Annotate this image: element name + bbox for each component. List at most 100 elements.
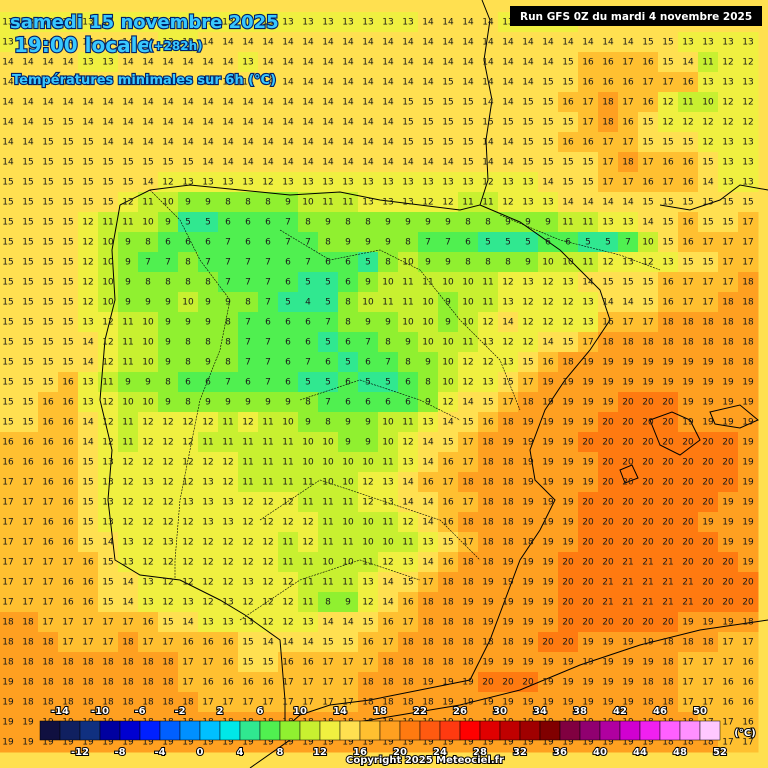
temperature-value: 16 [42, 478, 54, 488]
temperature-cell [418, 352, 439, 373]
temperature-cell [618, 272, 639, 293]
temperature-cell [198, 132, 219, 153]
temperature-value: 8 [465, 258, 471, 268]
temperature-cell [138, 92, 159, 113]
temperature-value: 12 [162, 458, 173, 468]
temperature-value: 15 [62, 338, 73, 348]
temperature-value: 13 [742, 178, 753, 188]
temperature-value: 17 [2, 518, 13, 528]
temperature-cell [78, 72, 99, 93]
temperature-value: 14 [302, 58, 314, 68]
temperature-value: 17 [62, 618, 73, 628]
temperature-cell [218, 92, 239, 113]
temperature-value: 15 [22, 358, 33, 368]
temperature-value: 14 [242, 138, 254, 148]
legend-tick-label: 34 [533, 706, 547, 717]
temperature-cell [238, 312, 259, 333]
temperature-cell [618, 172, 639, 193]
temperature-value: 16 [742, 678, 754, 688]
temperature-cell [578, 132, 599, 153]
temperature-value: 14 [482, 138, 494, 148]
temperature-value: 14 [162, 58, 174, 68]
temperature-value: 11 [302, 558, 313, 568]
temperature-cell [678, 172, 699, 193]
temperature-value: 10 [362, 538, 374, 548]
temperature-value: 21 [682, 578, 693, 588]
temperature-value: 19 [562, 378, 574, 388]
temperature-cell [398, 272, 419, 293]
temperature-value: 18 [662, 338, 674, 348]
temperature-cell [258, 132, 279, 153]
temperature-value: 19 [542, 498, 554, 508]
temperature-cell [298, 12, 319, 33]
temperature-value: 18 [742, 618, 754, 628]
temperature-cell [678, 272, 699, 293]
temperature-value: 8 [405, 238, 411, 248]
temperature-value: 15 [542, 138, 553, 148]
temperature-value: 13 [322, 178, 333, 188]
temperature-cell [218, 12, 239, 33]
temperature-value: 14 [562, 38, 574, 48]
temperature-value: 7 [245, 358, 251, 368]
temperature-value: 12 [502, 338, 513, 348]
temperature-field [0, 12, 759, 753]
temperature-value: 15 [62, 258, 73, 268]
temperature-cell [378, 212, 399, 233]
temperature-value: 14 [242, 98, 254, 108]
temperature-value: 17 [722, 658, 733, 668]
legend-tick-label: -4 [154, 747, 165, 758]
temperature-cell [58, 52, 79, 73]
temperature-cell [458, 52, 479, 73]
temperature-value: 19 [502, 558, 514, 568]
temperature-cell [358, 332, 379, 353]
temperature-value: 8 [265, 198, 271, 208]
temperature-value: 17 [22, 558, 33, 568]
temperature-value: 17 [2, 498, 13, 508]
temperature-value: 4 [305, 298, 311, 308]
temperature-cell [278, 92, 299, 113]
temperature-value: 20 [502, 678, 514, 688]
temperature-cell [178, 12, 199, 33]
temperature-value: 14 [262, 138, 274, 148]
temperature-cell [118, 152, 139, 173]
temperature-cell [78, 292, 99, 313]
temperature-cell [278, 172, 299, 193]
temperature-cell [198, 112, 219, 133]
temperature-cell [178, 52, 199, 73]
temperature-value: 13 [282, 178, 293, 188]
temperature-cell [318, 332, 339, 353]
temperature-cell [518, 72, 539, 93]
temperature-cell [518, 232, 539, 253]
temperature-value: 12 [142, 498, 153, 508]
temperature-cell [318, 192, 339, 213]
temperature-value: 9 [125, 378, 131, 388]
temperature-cell [638, 272, 659, 293]
temperature-value: 13 [482, 378, 493, 388]
temperature-value: 12 [202, 538, 213, 548]
temperature-value: 12 [242, 518, 253, 528]
temperature-cell [138, 252, 159, 273]
temperature-value: 18 [422, 638, 434, 648]
temperature-value: 12 [302, 518, 313, 528]
legend-tick-label: 22 [413, 706, 427, 717]
temperature-cell [198, 272, 219, 293]
temperature-value: 17 [22, 598, 33, 608]
temperature-value: 19 [582, 378, 594, 388]
temperature-value: 14 [362, 118, 374, 128]
temperature-value: 10 [562, 258, 574, 268]
temperature-value: 15 [662, 218, 673, 228]
temperature-value: 10 [302, 438, 314, 448]
temperature-value: 19 [542, 438, 554, 448]
temperature-value: 11 [382, 298, 393, 308]
temperature-value: 12 [262, 518, 273, 528]
temperature-value: 16 [362, 638, 374, 648]
temperature-cell [518, 112, 539, 133]
temperature-cell [498, 232, 519, 253]
temperature-value: 12 [82, 258, 93, 268]
legend-swatch [179, 720, 201, 741]
temperature-value: 14 [142, 138, 154, 148]
temperature-cell [678, 192, 699, 213]
temperature-cell [498, 332, 519, 353]
temperature-cell [398, 232, 419, 253]
temperature-value: 15 [662, 138, 673, 148]
